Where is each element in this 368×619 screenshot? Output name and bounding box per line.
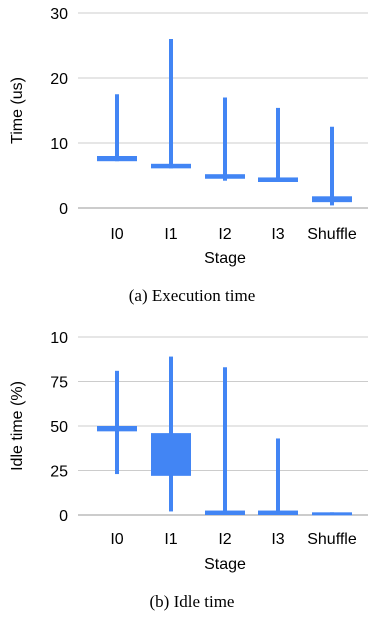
y-tick-label: 20: [50, 71, 68, 88]
y-tick-label: 30: [50, 6, 68, 23]
whisker: [276, 438, 280, 515]
y-tick-label: 10: [50, 136, 68, 153]
x-tick-label: I0: [110, 531, 123, 548]
y-tick-label: 10: [50, 330, 68, 347]
whisker: [115, 94, 119, 162]
box: [205, 510, 245, 515]
figure-caption: (b) Idle time: [150, 592, 235, 611]
box: [97, 156, 137, 162]
whisker: [276, 107, 280, 182]
figure-caption: (a) Execution time: [129, 286, 256, 305]
box: [258, 510, 298, 515]
y-tick-label: 0: [59, 201, 68, 218]
whisker: [223, 97, 227, 181]
x-tick-label: I1: [164, 531, 177, 548]
x-tick-label: I3: [271, 531, 284, 548]
box: [312, 512, 352, 516]
box: [151, 163, 191, 169]
x-tick-label: I0: [110, 226, 123, 243]
y-tick-label: 25: [50, 464, 68, 481]
y-tick-label: 75: [50, 375, 68, 392]
y-tick-label: 50: [50, 419, 68, 436]
box: [97, 426, 137, 432]
x-tick-label: I3: [271, 226, 284, 243]
x-axis-title: Stage: [204, 250, 246, 267]
x-tick-label: Shuffle: [307, 531, 357, 548]
x-tick-label: I1: [164, 226, 177, 243]
box: [312, 196, 352, 203]
box: [205, 174, 245, 179]
whisker: [169, 39, 173, 169]
box: [258, 177, 298, 182]
x-axis-title: Stage: [204, 556, 246, 573]
y-axis-title: Idle time (%): [9, 381, 26, 471]
whisker: [223, 367, 227, 515]
box: [151, 433, 191, 476]
x-tick-label: I2: [218, 531, 231, 548]
whisker: [330, 126, 334, 206]
whisker: [115, 370, 119, 475]
x-tick-label: I2: [218, 226, 231, 243]
x-tick-label: Shuffle: [307, 226, 357, 243]
y-tick-label: 0: [59, 508, 68, 525]
y-axis-title: Time (us): [9, 77, 26, 144]
